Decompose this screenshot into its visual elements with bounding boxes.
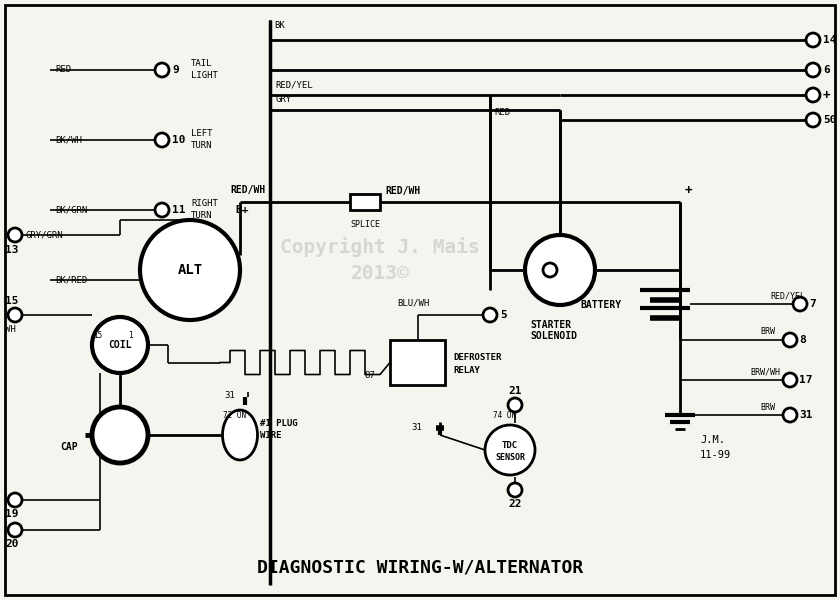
Text: 31: 31 (799, 410, 812, 420)
Text: SOLENOID: SOLENOID (530, 331, 577, 341)
Text: 15: 15 (93, 331, 102, 340)
Text: LIGHT: LIGHT (191, 281, 218, 290)
Circle shape (8, 493, 22, 507)
Text: 74 ON: 74 ON (493, 410, 517, 419)
Circle shape (806, 113, 820, 127)
Text: GRY/GRN: GRY/GRN (25, 230, 63, 239)
Text: 5: 5 (500, 310, 507, 320)
Text: CAP: CAP (60, 442, 77, 452)
Text: 7: 7 (809, 299, 816, 309)
Circle shape (783, 408, 797, 422)
Text: GRY: GRY (275, 95, 291, 104)
Text: 12: 12 (172, 275, 186, 285)
Text: RED: RED (494, 108, 510, 117)
Bar (390, 340, 445, 385)
Text: TURN: TURN (191, 211, 213, 220)
Text: TDC: TDC (502, 440, 518, 449)
Text: 87: 87 (365, 370, 375, 379)
Text: TAIL: TAIL (191, 59, 213, 68)
Text: STARTER: STARTER (530, 320, 571, 330)
Text: 6: 6 (823, 65, 830, 75)
Circle shape (806, 33, 820, 47)
Circle shape (140, 220, 240, 320)
Text: 14: 14 (823, 35, 837, 45)
Text: LEFT: LEFT (191, 130, 213, 139)
Text: 17: 17 (799, 375, 812, 385)
Text: RED: RED (55, 65, 71, 74)
Text: 15: 15 (5, 296, 18, 306)
Text: 8: 8 (799, 335, 806, 345)
Text: 9: 9 (172, 65, 179, 75)
Text: 11-99: 11-99 (700, 450, 732, 460)
Text: BRAKE: BRAKE (191, 269, 218, 278)
Circle shape (8, 308, 22, 322)
Text: BLU/WH: BLU/WH (397, 298, 430, 307)
Circle shape (806, 88, 820, 102)
Text: B+: B+ (235, 205, 249, 215)
Text: 10: 10 (172, 135, 186, 145)
Text: BRW: BRW (760, 328, 775, 337)
Circle shape (92, 407, 148, 463)
Text: RED/WH: RED/WH (385, 186, 420, 196)
Text: 72 ON: 72 ON (223, 410, 247, 419)
Bar (350, 194, 380, 210)
Text: BRW/WH: BRW/WH (750, 367, 780, 377)
Circle shape (783, 373, 797, 387)
Text: RELAY: RELAY (453, 366, 480, 375)
Text: RED/YEL: RED/YEL (275, 80, 312, 89)
Text: LIGHT: LIGHT (191, 71, 218, 80)
Text: SENSOR: SENSOR (495, 452, 525, 461)
Circle shape (793, 297, 807, 311)
Text: BK: BK (274, 21, 285, 30)
Text: 20: 20 (5, 539, 18, 549)
Circle shape (783, 333, 797, 347)
Circle shape (155, 63, 169, 77)
Circle shape (806, 63, 820, 77)
Text: 22: 22 (508, 499, 522, 509)
Circle shape (155, 203, 169, 217)
Text: 19: 19 (5, 509, 18, 519)
Circle shape (483, 308, 497, 322)
Text: BK/RED: BK/RED (55, 275, 87, 284)
Text: BRW: BRW (760, 403, 775, 412)
Text: RED/YEL: RED/YEL (770, 292, 805, 301)
Text: #1 PLUG: #1 PLUG (260, 419, 297, 427)
Text: 31: 31 (412, 424, 422, 433)
Circle shape (525, 235, 595, 305)
Text: RIGHT: RIGHT (191, 199, 218, 208)
Text: 21: 21 (508, 386, 522, 396)
Text: DIAGNOSTIC WIRING-W/ALTERNATOR: DIAGNOSTIC WIRING-W/ALTERNATOR (257, 559, 583, 577)
Circle shape (92, 317, 148, 373)
Text: J.M.: J.M. (700, 435, 725, 445)
Text: 13: 13 (5, 245, 18, 255)
Circle shape (8, 228, 22, 242)
Text: TURN: TURN (191, 142, 213, 151)
Text: DEFROSTER: DEFROSTER (453, 353, 501, 362)
Circle shape (155, 133, 169, 147)
Text: 11: 11 (172, 205, 186, 215)
Circle shape (508, 483, 522, 497)
Text: WIRE: WIRE (260, 431, 281, 439)
Text: BK/WH: BK/WH (55, 136, 81, 145)
Text: RED/WH: RED/WH (230, 185, 265, 195)
Text: SPLICE: SPLICE (350, 220, 380, 229)
Circle shape (8, 523, 22, 537)
Text: Copyright J. Mais
2013©: Copyright J. Mais 2013© (280, 237, 480, 283)
Text: 31: 31 (224, 391, 235, 400)
Circle shape (485, 425, 535, 475)
Circle shape (508, 398, 522, 412)
Text: WH: WH (5, 325, 16, 334)
Circle shape (543, 263, 557, 277)
Text: 1: 1 (128, 331, 133, 340)
Text: +: + (685, 184, 692, 197)
Text: ALT: ALT (177, 263, 202, 277)
Text: BK/GRN: BK/GRN (55, 205, 87, 214)
Text: +: + (823, 88, 831, 101)
Text: 50: 50 (823, 115, 837, 125)
Circle shape (155, 273, 169, 287)
Ellipse shape (223, 410, 258, 460)
Text: COIL: COIL (108, 340, 132, 350)
Text: BATTERY: BATTERY (580, 300, 621, 310)
